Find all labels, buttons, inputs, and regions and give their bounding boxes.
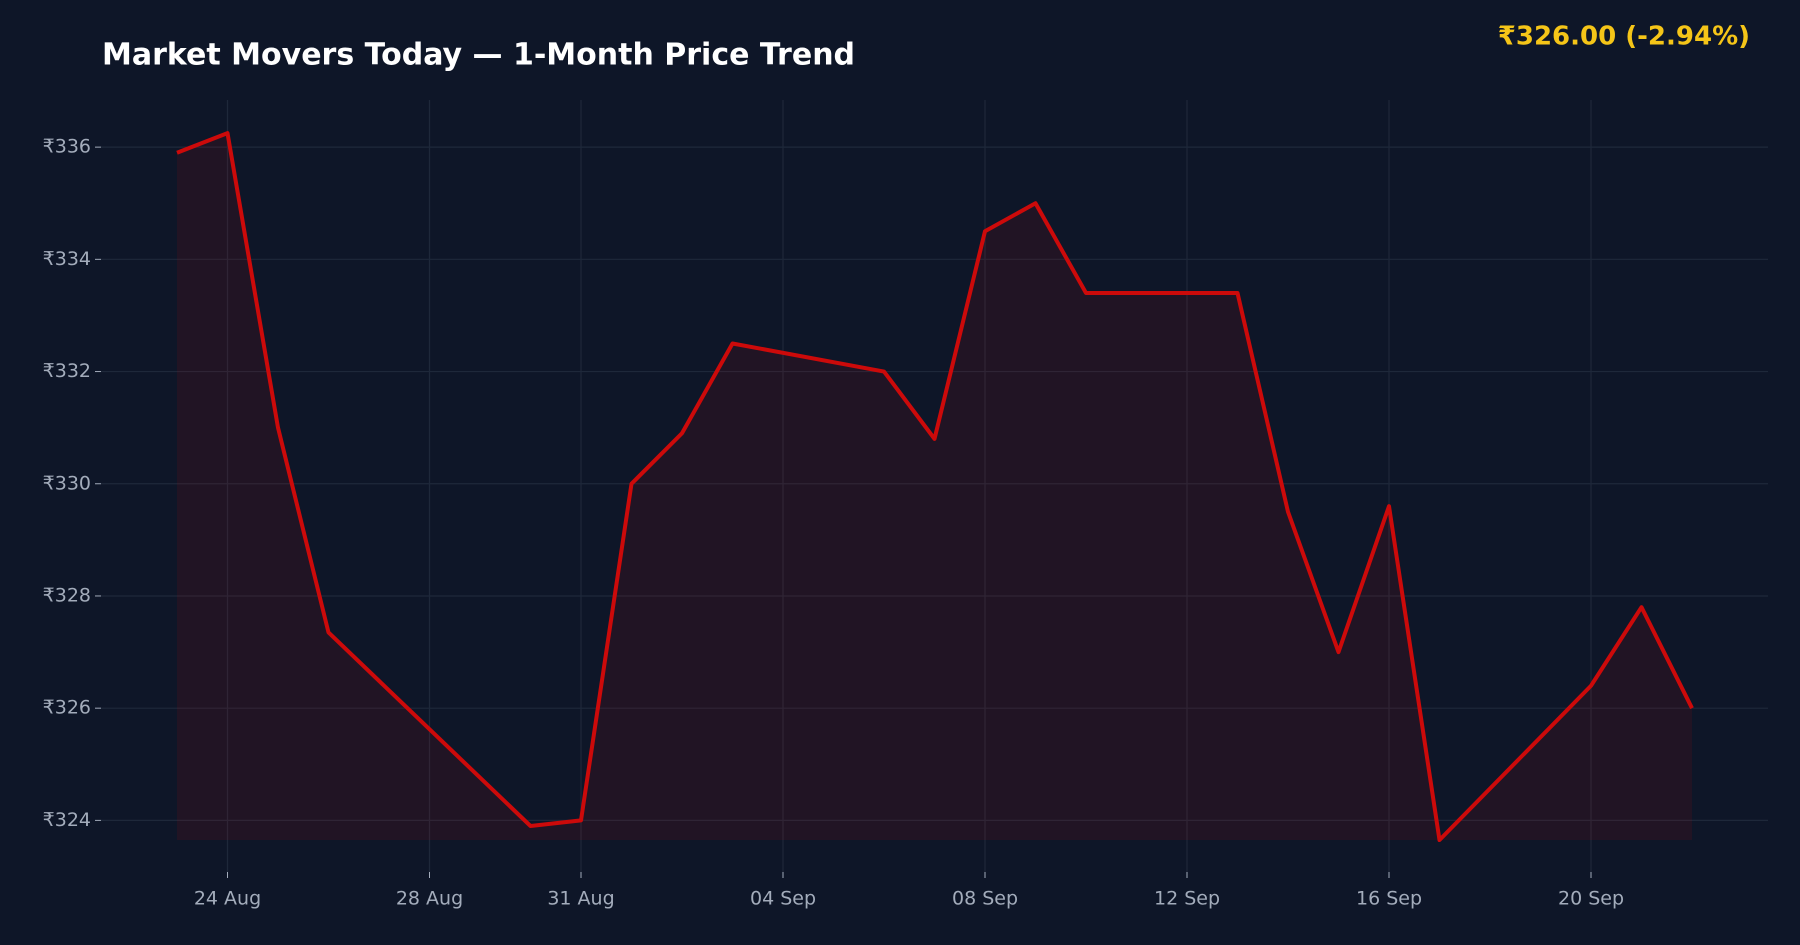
x-tick-label: 31 Aug (547, 888, 614, 910)
y-tick-label: ₹328 (43, 584, 91, 606)
y-tick-label: ₹324 (43, 809, 91, 831)
price-label: ₹326.00 (-2.94%) (1498, 22, 1750, 52)
y-tick-label: ₹330 (43, 472, 91, 494)
area-fill (177, 133, 1692, 841)
x-tick-label: 24 Aug (194, 888, 261, 910)
x-tick-label: 20 Sep (1558, 888, 1624, 910)
y-tick-label: ₹334 (43, 248, 91, 270)
y-tick-label: ₹332 (43, 360, 91, 382)
x-tick-label: 16 Sep (1356, 888, 1422, 910)
x-tick-label: 04 Sep (750, 888, 816, 910)
y-tick-label: ₹336 (43, 136, 91, 158)
x-tick-label: 28 Aug (396, 888, 463, 910)
x-tick-label: 12 Sep (1154, 888, 1220, 910)
price-line (176, 131, 1694, 843)
y-tick-label: ₹326 (43, 697, 91, 719)
x-tick-label: 08 Sep (952, 888, 1018, 910)
chart-title: Market Movers Today — 1-Month Price Tren… (102, 38, 855, 73)
